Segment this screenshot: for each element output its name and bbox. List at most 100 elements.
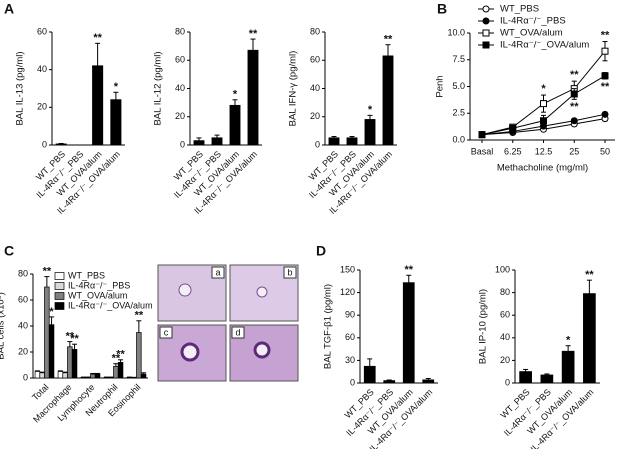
annotation: ** bbox=[93, 32, 102, 44]
histology-images: a b c d bbox=[157, 264, 299, 382]
y-tick-label: 30 bbox=[345, 355, 355, 365]
bar bbox=[94, 373, 101, 379]
y-tick-label: 0 bbox=[505, 377, 510, 387]
legend-label: IL-4Rα⁻/⁻_PBS bbox=[68, 280, 130, 290]
marker bbox=[478, 131, 486, 139]
y-tick-label: 0 bbox=[42, 139, 47, 149]
marker bbox=[482, 17, 490, 25]
bar bbox=[44, 286, 50, 379]
y-tick-label: 40 bbox=[175, 83, 185, 93]
annotation: * bbox=[114, 81, 119, 93]
annotation: * bbox=[233, 89, 238, 101]
y-axis-label: BAL IFN-γ (pg/ml) bbox=[288, 51, 299, 127]
bar bbox=[519, 371, 532, 384]
legend-swatch bbox=[54, 292, 65, 300]
y-tick-label: 0 bbox=[350, 377, 355, 387]
legend-label: WT_PBS bbox=[500, 4, 539, 15]
y-tick-label: 80 bbox=[500, 287, 510, 297]
bar bbox=[110, 99, 122, 146]
bar bbox=[57, 371, 64, 379]
y-tick-label: 20 bbox=[18, 346, 28, 356]
marker bbox=[601, 110, 609, 118]
y-tick-label: 80 bbox=[18, 268, 28, 278]
marker bbox=[482, 5, 490, 13]
bar bbox=[583, 293, 596, 384]
y-axis-label: BAL IP-10 (pg/ml) bbox=[478, 289, 489, 364]
annotation: ** bbox=[384, 34, 393, 46]
bar bbox=[540, 374, 554, 384]
bar bbox=[48, 324, 55, 379]
annotation: ** bbox=[112, 353, 121, 365]
annotation: ** bbox=[135, 310, 144, 322]
annotation: * bbox=[541, 83, 546, 95]
annotation: ** bbox=[601, 29, 610, 41]
legend-label: IL-4Rα⁻/⁻_OVA/alum bbox=[500, 40, 589, 51]
x-tick-label: 25 bbox=[569, 146, 579, 156]
annotation: ** bbox=[70, 333, 79, 345]
bar bbox=[67, 346, 73, 379]
annotation: * bbox=[566, 335, 571, 347]
marker bbox=[601, 47, 609, 55]
y-tick-label: 20 bbox=[175, 111, 185, 121]
legend-label: WT_PBS bbox=[68, 270, 105, 280]
bar bbox=[193, 140, 205, 146]
marker bbox=[540, 117, 547, 125]
legend-swatch bbox=[54, 282, 65, 290]
y-tick-label: 60 bbox=[310, 55, 320, 65]
x-tick-label: 12.5 bbox=[535, 146, 553, 156]
bar bbox=[211, 137, 223, 146]
y-tick-label: 100 bbox=[495, 264, 510, 274]
y-tick-label: 5.0 bbox=[452, 81, 465, 91]
x-tick-label: Total bbox=[30, 382, 51, 403]
x-tick-label: 6.25 bbox=[504, 146, 522, 156]
annotation: ** bbox=[116, 349, 125, 361]
y-tick-label: 80 bbox=[310, 26, 320, 36]
legend-label: WT_OVA/alum bbox=[68, 290, 127, 300]
annotation: ** bbox=[570, 101, 579, 113]
marker bbox=[482, 29, 490, 37]
x-tick-label: Basal bbox=[471, 146, 494, 156]
y-tick-label: 7.5 bbox=[452, 54, 465, 64]
y-tick-label: 20 bbox=[500, 355, 510, 365]
panel-label: C bbox=[4, 243, 14, 259]
image-label: b bbox=[287, 267, 292, 277]
annotation: ** bbox=[570, 69, 579, 81]
annotation: ** bbox=[43, 266, 52, 278]
y-axis-label: BAL IL-12 (pg/ml) bbox=[153, 51, 164, 125]
bar bbox=[140, 373, 147, 379]
y-tick-label: 60 bbox=[18, 294, 28, 304]
panel-label: D bbox=[316, 243, 326, 259]
bar bbox=[383, 380, 396, 384]
bar bbox=[402, 282, 415, 384]
airway bbox=[180, 342, 200, 362]
annotation: ** bbox=[601, 81, 610, 93]
y-tick-label: 40 bbox=[37, 64, 47, 74]
bar bbox=[34, 371, 41, 379]
annotation: ** bbox=[585, 269, 594, 281]
y-tick-label: 0.0 bbox=[452, 134, 465, 144]
y-tick-label: 10.0 bbox=[447, 27, 465, 37]
y-tick-label: 2.5 bbox=[452, 108, 465, 118]
marker bbox=[482, 41, 490, 49]
bar bbox=[363, 365, 376, 384]
y-tick-label: 20 bbox=[310, 111, 320, 121]
annotation: ** bbox=[249, 28, 258, 40]
x-tick-label: 50 bbox=[600, 146, 610, 156]
y-tick-label: 90 bbox=[345, 310, 355, 320]
annotation: ** bbox=[66, 331, 75, 343]
airway bbox=[256, 286, 268, 298]
bar bbox=[422, 379, 435, 384]
airway bbox=[178, 283, 192, 297]
y-tick-label: 150 bbox=[340, 264, 355, 274]
airway bbox=[253, 341, 271, 359]
annotation: * bbox=[49, 306, 54, 318]
legend-label: IL-4Rα⁻/⁻_OVA/alum bbox=[68, 300, 153, 310]
y-tick-label: 40 bbox=[18, 320, 28, 330]
y-axis-label: BAL IL-13 (pg/ml) bbox=[15, 51, 26, 125]
bar bbox=[328, 137, 340, 146]
y-tick-label: 60 bbox=[345, 332, 355, 342]
x-axis-label: Methacholine (mg/ml) bbox=[497, 163, 588, 174]
bar bbox=[229, 104, 241, 146]
bar bbox=[55, 143, 67, 146]
bar bbox=[382, 55, 394, 146]
